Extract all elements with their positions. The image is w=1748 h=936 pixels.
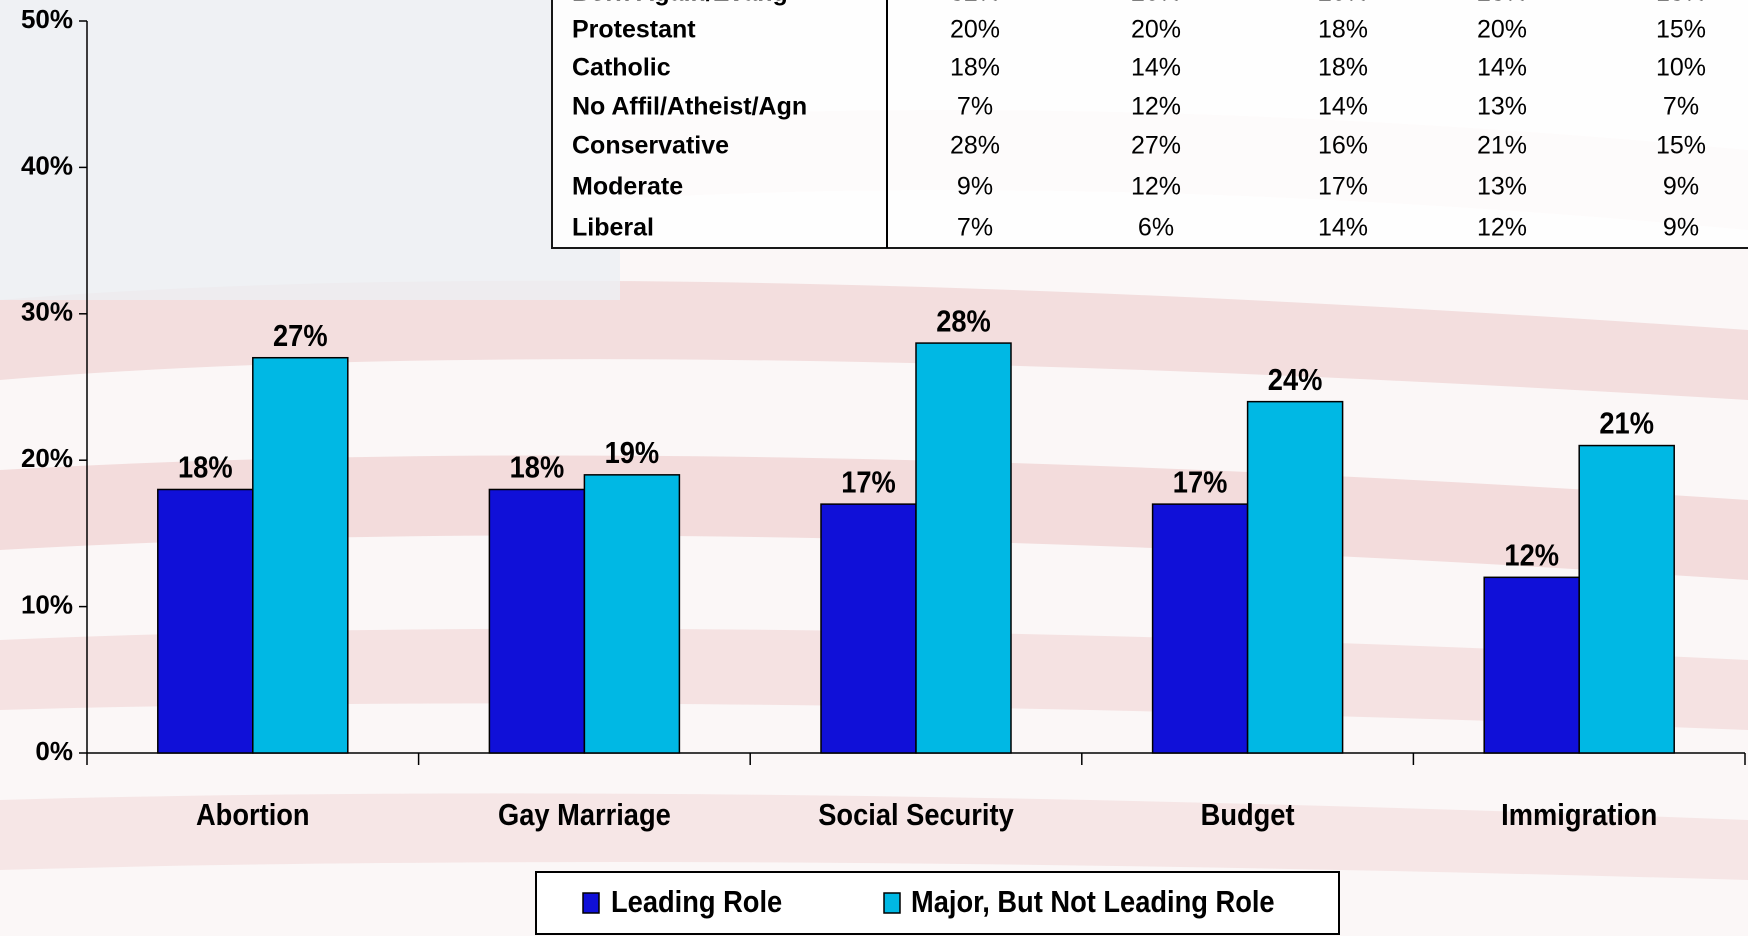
table-cell: 12% [1477,214,1527,242]
bar [489,489,584,753]
table-cell: 26% [1131,0,1181,7]
table-cell: 12% [1131,93,1181,121]
table-cell: 20% [1131,16,1181,44]
table-cell: 15% [1656,16,1706,44]
y-tick-label: 0% [35,736,73,766]
table-cell: 20% [950,16,1000,44]
table-cell: 13% [1477,93,1527,121]
bar [1579,446,1674,753]
value-label: 17% [841,466,896,500]
bar [1248,402,1343,753]
table-cell: 14% [1318,214,1368,242]
legend-label: Leading Role [611,886,782,920]
table-cell: 16% [1318,132,1368,160]
table-cell: 9% [957,173,993,201]
bar [253,358,348,753]
table-cell: 27% [1131,132,1181,160]
legend-label: Major, But Not Leading Role [911,886,1275,920]
y-tick-label: 50% [21,4,73,34]
table-row-label: Born Again/Evang [572,0,788,7]
y-tick-label: 30% [21,297,73,327]
value-label: 27% [273,319,328,353]
bar [1484,577,1579,753]
value-label: 12% [1504,539,1559,573]
table-cell: 7% [1663,93,1699,121]
legend-swatch [884,893,900,913]
table-cell: 7% [957,93,993,121]
value-label: 24% [1268,363,1323,397]
x-tick-label: Social Security [818,799,1014,833]
table-row-label: Liberal [572,214,654,242]
table-row-label: Catholic [572,54,671,82]
value-label: 18% [178,451,233,485]
table-cell: 10% [1656,54,1706,82]
x-tick-label: Immigration [1501,799,1657,833]
bar [1153,504,1248,753]
table-row-label: No Affil/Atheist/Agn [572,93,807,121]
table-cell: 18% [1318,54,1368,82]
table-cell: 13% [1477,173,1527,201]
table-cell: 28% [950,132,1000,160]
legend-swatch [583,893,599,913]
table-cell: 21% [1477,132,1527,160]
bar [158,489,253,753]
x-tick-label: Abortion [196,799,310,833]
table-cell: 13% [1656,0,1706,7]
table-cell: 9% [1663,214,1699,242]
table-cell: 18% [950,54,1000,82]
table-row-label: Protestant [572,16,696,44]
y-tick-label: 40% [21,150,73,180]
value-label: 28% [936,305,991,339]
table-cell: 15% [1656,132,1706,160]
table-cell: 23% [1477,0,1527,7]
table-row-label: Moderate [572,173,683,201]
table-cell: 32% [950,0,1000,7]
value-label: 17% [1173,466,1228,500]
chart: Born Again/Evang 32% 26% 20% 23% 13% Protestan… [0,0,1748,936]
table-cell: 18% [1318,16,1368,44]
table-cell: 12% [1131,173,1181,201]
x-tick-label: Gay Marriage [498,799,671,833]
table-cell: 7% [957,214,993,242]
table-cell: 20% [1477,16,1527,44]
table: Born Again/Evang 32% 26% 20% 23% 13% Protestan… [552,0,1748,248]
value-label: 21% [1599,407,1654,441]
bar [584,475,679,753]
table-cell: 6% [1138,214,1174,242]
bar [821,504,916,753]
table-cell: 14% [1318,93,1368,121]
y-tick-label: 20% [21,443,73,473]
table-row-label: Conservative [572,132,729,160]
bar [916,343,1011,753]
x-tick-label: Budget [1201,799,1295,833]
table-cell: 20% [1318,0,1368,7]
table-cell: 14% [1477,54,1527,82]
table-cell: 14% [1131,54,1181,82]
value-label: 19% [605,436,660,470]
table-cell: 9% [1663,173,1699,201]
y-tick-label: 10% [21,589,73,619]
value-label: 18% [510,451,565,485]
table-cell: 17% [1318,173,1368,201]
